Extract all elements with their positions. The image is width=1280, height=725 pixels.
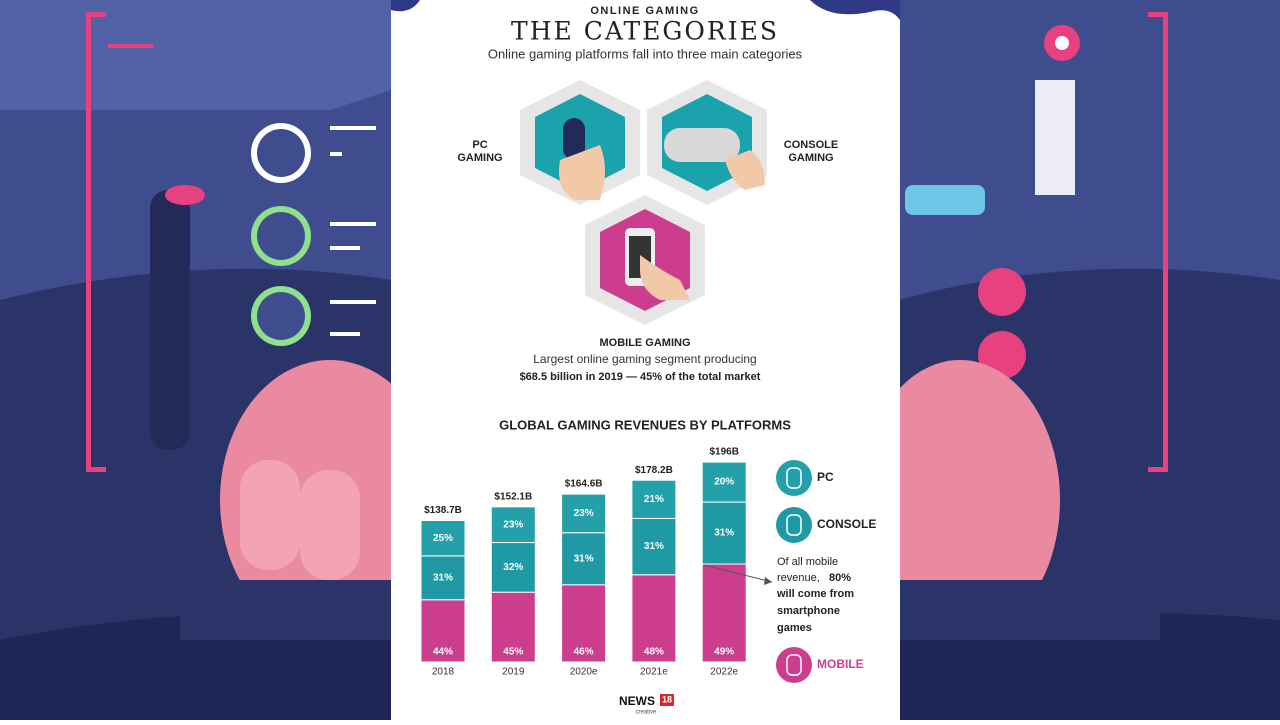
legend-glyph bbox=[786, 654, 802, 676]
annotation-text: revenue, bbox=[777, 572, 820, 584]
bar-segment bbox=[701, 461, 747, 503]
bar-segment bbox=[631, 479, 677, 519]
bar-segment bbox=[490, 506, 536, 544]
legend: PC CONSOLE MOBILE bbox=[776, 460, 876, 683]
segment-label: 31% bbox=[714, 528, 734, 539]
bar-segment bbox=[420, 520, 466, 557]
x-tick-label: 2022e bbox=[710, 667, 738, 678]
legend-icon bbox=[776, 460, 812, 496]
bar-segment bbox=[631, 517, 677, 576]
console-label: CONSOLE bbox=[784, 139, 838, 151]
footer-logo: NEWS 18 creative bbox=[619, 694, 674, 716]
x-tick-label: 2020e bbox=[570, 667, 598, 678]
mobile-text: Largest online gaming segment producing bbox=[533, 352, 756, 366]
panel-decoration bbox=[391, 0, 420, 12]
segment-label: 23% bbox=[503, 519, 523, 530]
annotation-text: games bbox=[777, 622, 812, 634]
console-label: GAMING bbox=[788, 152, 833, 164]
bar-segment bbox=[561, 584, 607, 663]
x-tick-label: 2019 bbox=[502, 667, 525, 678]
kicker: ONLINE GAMING bbox=[590, 5, 699, 17]
platform-hexagons bbox=[520, 80, 767, 325]
annotation: Of all mobile revenue, 80% will come from s… bbox=[776, 556, 854, 634]
legend-glyph bbox=[786, 514, 802, 536]
annotation-text: will come from bbox=[776, 588, 854, 600]
total-label: $138.7B bbox=[424, 505, 462, 516]
bar-segment bbox=[490, 591, 536, 663]
segment-label: 23% bbox=[574, 508, 594, 519]
logo-sub: creative bbox=[635, 710, 657, 716]
bar-segment bbox=[561, 493, 607, 534]
pc-label: GAMING bbox=[457, 152, 502, 164]
bar-segment bbox=[701, 501, 747, 565]
segment-label: 25% bbox=[433, 533, 453, 544]
segment-label: 31% bbox=[644, 541, 664, 552]
segment-label: 31% bbox=[574, 553, 594, 564]
legend-glyph bbox=[786, 467, 802, 489]
mobile-label: MOBILE GAMING bbox=[599, 337, 690, 349]
segment-label: 20% bbox=[714, 477, 734, 488]
left-background bbox=[0, 0, 440, 720]
mobile-text: $68.5 billion in 2019 — 45% of the total… bbox=[520, 371, 761, 383]
subtitle: Online gaming platforms fall into three … bbox=[488, 46, 803, 61]
total-label: $196B bbox=[709, 447, 738, 458]
logo: NEWS bbox=[619, 694, 655, 708]
right-background bbox=[860, 0, 1280, 720]
legend-label: MOBILE bbox=[817, 657, 864, 671]
bar-segment bbox=[561, 532, 607, 586]
panel-decoration bbox=[810, 0, 900, 20]
segment-label: 32% bbox=[503, 562, 523, 573]
logo-number: 18 bbox=[662, 694, 672, 704]
legend-icon bbox=[776, 507, 812, 543]
page-title: THE CATEGORIES bbox=[511, 17, 779, 46]
x-tick-label: 2018 bbox=[432, 667, 455, 678]
segment-label: 21% bbox=[644, 494, 664, 505]
legend-label: PC bbox=[817, 470, 834, 484]
total-label: $152.1B bbox=[494, 491, 532, 502]
segment-label: 48% bbox=[644, 647, 664, 658]
annotation-text: Of all mobile bbox=[777, 556, 838, 568]
total-label: $164.6B bbox=[565, 479, 603, 490]
stacked-bar-chart: 44% 31% 25% $138.7B 2018 45% 32% 23% $152.1B 2019… bbox=[420, 447, 747, 678]
segment-label: 46% bbox=[574, 647, 594, 658]
annotation-text: 80% bbox=[829, 572, 851, 584]
segment-label: 44% bbox=[433, 647, 453, 658]
bar-segment bbox=[701, 563, 747, 663]
legend-icon bbox=[776, 647, 812, 683]
segment-label: 45% bbox=[503, 647, 523, 658]
bar-segment bbox=[631, 574, 677, 663]
bar-segment bbox=[490, 542, 536, 593]
total-label: $178.2B bbox=[635, 465, 673, 476]
annotation-text: smartphone bbox=[777, 605, 840, 617]
bar-segment bbox=[420, 555, 466, 601]
legend-label: CONSOLE bbox=[817, 517, 876, 531]
segment-label: 31% bbox=[433, 572, 453, 583]
annotation-arrow bbox=[703, 564, 773, 583]
bar-segment bbox=[420, 599, 466, 663]
annotation-arrowhead bbox=[764, 577, 772, 585]
pc-label: PC bbox=[472, 139, 487, 151]
chart-title: GLOBAL GAMING REVENUES BY PLATFORMS bbox=[499, 417, 791, 432]
segment-label: 49% bbox=[714, 647, 734, 658]
x-tick-label: 2021e bbox=[640, 667, 668, 678]
